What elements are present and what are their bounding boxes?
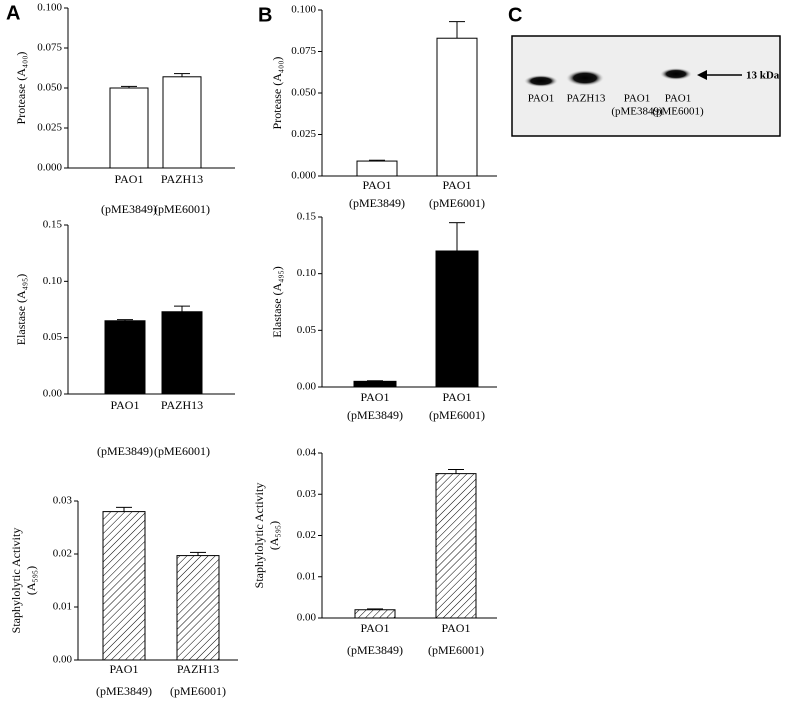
x-tick-label: (pME6001) bbox=[154, 444, 210, 458]
x-tick-label: (pME3849) bbox=[347, 643, 403, 657]
y-tick-label: 0.00 bbox=[53, 654, 73, 666]
x-tick-label: (pME3849) bbox=[96, 684, 152, 698]
lane-label: PAO1 bbox=[528, 93, 555, 105]
y-tick-label: 0.15 bbox=[297, 211, 317, 223]
y-axis-label: Protease (A₄₀₀) bbox=[14, 52, 28, 125]
western-blot: 13 kDa bbox=[511, 35, 781, 137]
x-tick-label: PAZH13 bbox=[177, 662, 219, 676]
arrow-head bbox=[697, 70, 707, 80]
y-axis-label: (A₅₉₅) bbox=[267, 521, 281, 550]
y-tick-label: 0.100 bbox=[37, 2, 62, 14]
y-axis-label: Protease (A₄₀₀) bbox=[270, 57, 284, 130]
bar bbox=[109, 87, 149, 169]
panel-label: B bbox=[258, 4, 272, 26]
x-tick-label: PAZH13 bbox=[161, 172, 203, 186]
lane-label: (pME6001) bbox=[652, 106, 704, 118]
y-tick-label: 0.02 bbox=[53, 548, 72, 560]
y-axis-label: Staphylolytic Activity bbox=[252, 483, 266, 589]
y-axis-label: Elastase (A₄₉₅) bbox=[270, 266, 284, 338]
bar bbox=[104, 320, 146, 395]
y-tick-label: 0.05 bbox=[297, 324, 317, 336]
x-tick-label: PAO1 bbox=[110, 662, 139, 676]
x-tick-label: PAO1 bbox=[442, 621, 471, 635]
x-tick-label: (pME6001) bbox=[428, 643, 484, 657]
x-tick-label: PAO1 bbox=[111, 398, 140, 412]
y-tick-label: 0.050 bbox=[37, 82, 62, 94]
bar bbox=[354, 609, 396, 619]
lane-label: PAZH13 bbox=[567, 93, 606, 105]
y-tick-label: 0.10 bbox=[297, 267, 317, 279]
lane-label: (pME3849) bbox=[611, 106, 663, 118]
lane-label: PAO1 bbox=[665, 93, 692, 105]
y-tick-label: 0.000 bbox=[37, 162, 62, 174]
y-tick-label: 0.000 bbox=[291, 170, 316, 182]
bar bbox=[435, 250, 479, 388]
y-tick-label: 0.01 bbox=[53, 601, 72, 613]
y-axis-label: Elastase (A₄₉₅) bbox=[14, 274, 28, 346]
x-tick-label: PAO1 bbox=[361, 390, 390, 404]
x-tick-label: PAO1 bbox=[443, 390, 472, 404]
y-tick-label: 0.00 bbox=[43, 388, 63, 400]
band bbox=[660, 68, 692, 80]
y-tick-label: 0.10 bbox=[43, 275, 63, 287]
bar bbox=[436, 37, 478, 177]
x-tick-label: (pME3849) bbox=[101, 202, 157, 216]
x-tick-label: (pME3849) bbox=[349, 196, 405, 210]
y-tick-label: 0.05 bbox=[43, 331, 63, 343]
marker-label: 13 kDa bbox=[746, 70, 780, 82]
y-tick-label: 0.075 bbox=[291, 45, 316, 57]
x-tick-label: (pME6001) bbox=[429, 196, 485, 210]
bar bbox=[435, 473, 477, 619]
x-tick-label: PAO1 bbox=[115, 172, 144, 186]
bar bbox=[176, 555, 220, 661]
y-tick-label: 0.075 bbox=[37, 42, 62, 54]
bar bbox=[353, 380, 397, 388]
y-tick-label: 0.025 bbox=[37, 122, 62, 134]
bar bbox=[102, 511, 146, 661]
x-tick-label: (pME6001) bbox=[429, 408, 485, 422]
y-tick-label: 0.03 bbox=[297, 488, 317, 500]
blot-frame bbox=[511, 35, 781, 137]
y-tick-label: 0.03 bbox=[53, 495, 73, 507]
bar bbox=[161, 311, 203, 395]
y-tick-label: 0.00 bbox=[297, 381, 317, 393]
y-tick-label: 0.00 bbox=[297, 612, 317, 624]
y-tick-label: 0.04 bbox=[297, 447, 317, 459]
x-tick-label: PAO1 bbox=[361, 621, 390, 635]
x-tick-label: (pME6001) bbox=[170, 684, 226, 698]
y-tick-label: 0.100 bbox=[291, 4, 316, 16]
x-tick-label: (pME6001) bbox=[154, 202, 210, 216]
y-axis-label: Staphylolytic Activity bbox=[9, 528, 23, 634]
panel-label: C bbox=[508, 4, 522, 26]
y-tick-label: 0.025 bbox=[291, 128, 316, 140]
bar bbox=[356, 160, 398, 177]
x-tick-label: PAO1 bbox=[443, 178, 472, 192]
x-tick-label: PAO1 bbox=[363, 178, 392, 192]
lane-label: PAO1 bbox=[624, 93, 651, 105]
x-tick-label: (pME3849) bbox=[347, 408, 403, 422]
y-tick-label: 0.02 bbox=[297, 529, 316, 541]
y-tick-label: 0.15 bbox=[43, 219, 63, 231]
x-tick-label: (pME3849) bbox=[97, 444, 153, 458]
panel-label: A bbox=[6, 2, 20, 24]
y-axis-label: (A₅₉₅) bbox=[24, 566, 38, 595]
band bbox=[524, 75, 558, 87]
bar bbox=[162, 76, 202, 169]
y-tick-label: 0.01 bbox=[297, 570, 316, 582]
band bbox=[566, 70, 604, 86]
x-tick-label: PAZH13 bbox=[161, 398, 203, 412]
y-tick-label: 0.050 bbox=[291, 87, 316, 99]
